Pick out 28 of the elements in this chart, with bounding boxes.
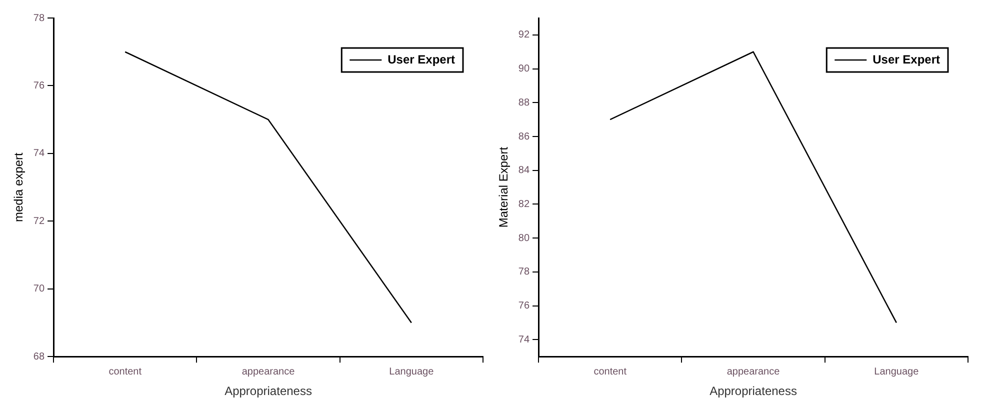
x-tick-label: content xyxy=(108,366,142,378)
y-tick-label: 84 xyxy=(518,165,530,176)
y-axis-title: Material Expert xyxy=(496,146,511,228)
x-tick-label: appearance xyxy=(242,366,296,378)
legend-label: User Expert xyxy=(388,52,456,66)
y-tick-label: 76 xyxy=(518,300,530,312)
x-tick-label: Language xyxy=(389,366,434,378)
y-tick-label: 92 xyxy=(518,30,530,41)
x-tick-label: Language xyxy=(874,366,920,378)
y-tick-label: 86 xyxy=(518,131,530,142)
x-axis-title: Appropriateness xyxy=(710,384,797,398)
y-tick-label: 88 xyxy=(518,97,530,108)
y-tick-label: 82 xyxy=(518,198,530,210)
y-tick-label: 90 xyxy=(518,64,530,75)
x-axis-title: Appropriateness xyxy=(224,384,312,398)
y-tick-label: 74 xyxy=(518,334,530,346)
y-tick-label: 70 xyxy=(33,284,45,295)
y-tick-label: 74 xyxy=(33,148,45,160)
y-tick-label: 76 xyxy=(33,80,45,92)
legend-label: User Expert xyxy=(872,52,940,66)
x-tick-label: appearance xyxy=(726,366,780,378)
y-tick-label: 72 xyxy=(33,216,45,227)
y-tick-label: 78 xyxy=(518,266,530,278)
x-tick-label: content xyxy=(594,366,627,378)
y-tick-label: 78 xyxy=(33,12,45,24)
y-axis-title: media expert xyxy=(12,152,26,222)
y-tick-label: 80 xyxy=(518,232,530,244)
y-tick-label: 68 xyxy=(33,351,45,362)
